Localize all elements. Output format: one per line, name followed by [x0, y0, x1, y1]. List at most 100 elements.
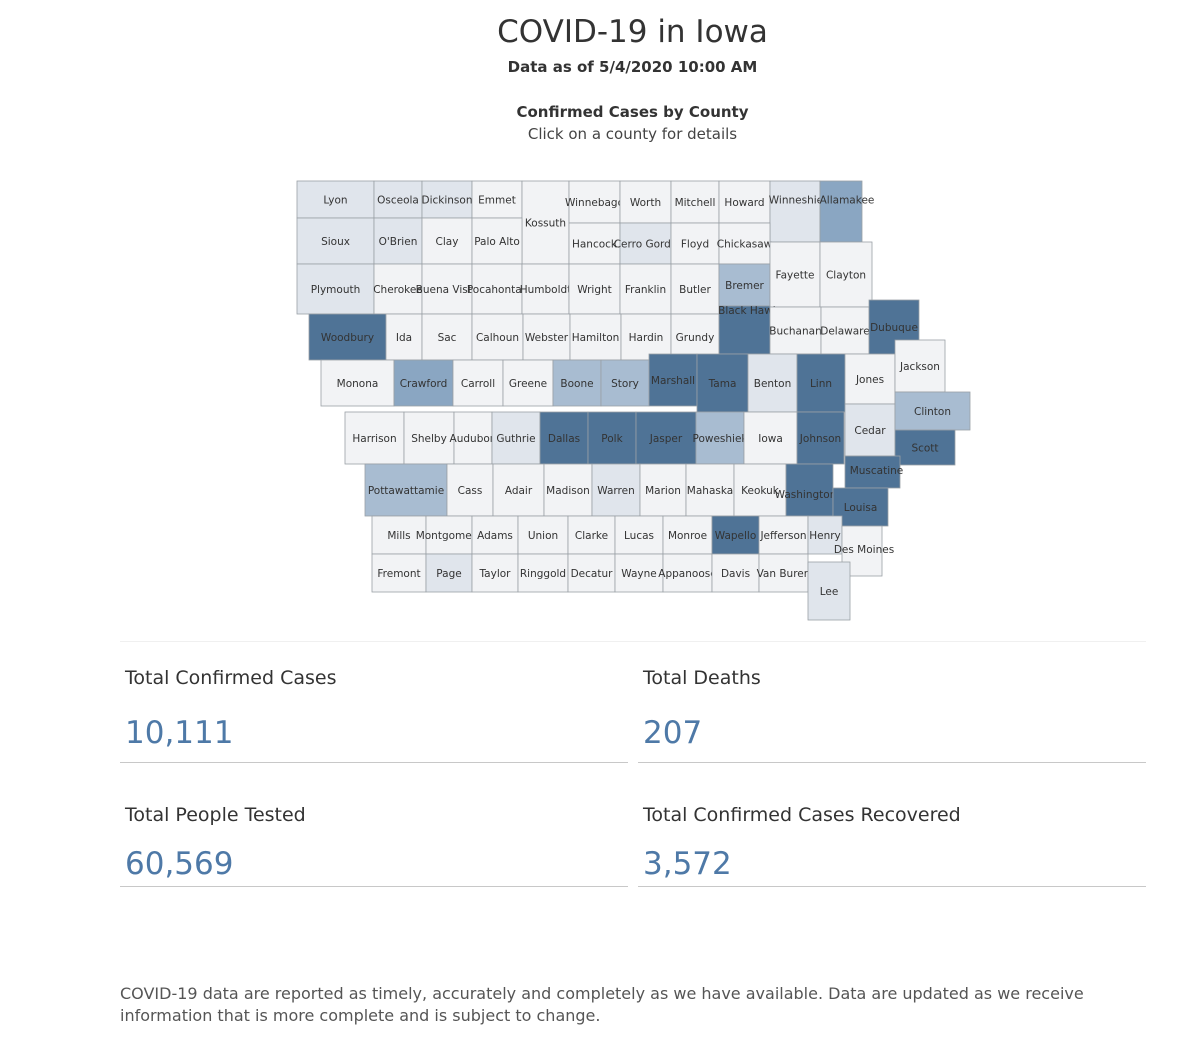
county-clarke[interactable] — [567, 515, 616, 555]
county-hamilton[interactable] — [569, 313, 622, 361]
county-calhoun[interactable] — [471, 313, 524, 361]
county-polk[interactable] — [587, 411, 637, 465]
county-adams[interactable] — [471, 515, 519, 555]
county-jackson[interactable] — [894, 339, 946, 393]
county-marshall[interactable] — [648, 353, 698, 407]
county-kossuth[interactable] — [521, 180, 570, 265]
county-woodbury[interactable] — [308, 313, 387, 361]
county-jones[interactable] — [844, 353, 896, 405]
county-mills[interactable] — [371, 515, 427, 555]
county-story[interactable] — [600, 359, 650, 407]
county-franklin[interactable] — [619, 263, 672, 315]
county-appanoose[interactable] — [662, 553, 713, 593]
county-wright[interactable] — [568, 263, 621, 315]
county-winnebago[interactable] — [568, 180, 621, 224]
county-cerro-gordo[interactable] — [619, 222, 672, 265]
county-grundy[interactable] — [670, 313, 720, 361]
stat-label-tested: Total People Tested — [125, 804, 306, 826]
county-tama[interactable] — [696, 353, 749, 413]
county-jasper[interactable] — [635, 411, 697, 465]
county-muscatine[interactable] — [844, 455, 901, 489]
county-sac[interactable] — [421, 313, 473, 361]
county-boone[interactable] — [552, 359, 602, 407]
county-hardin[interactable] — [620, 313, 672, 361]
county-washington[interactable] — [785, 463, 834, 517]
county-winneshiek[interactable] — [769, 180, 821, 243]
county-lucas[interactable] — [614, 515, 664, 555]
county-pottawattamie[interactable] — [364, 463, 448, 517]
county-warren[interactable] — [591, 463, 641, 517]
county-fayette[interactable] — [769, 241, 821, 308]
county-pocahontas[interactable] — [471, 263, 523, 315]
county-davis[interactable] — [711, 553, 760, 593]
county-sioux[interactable] — [296, 217, 375, 265]
county-harrison[interactable] — [344, 411, 405, 465]
county-linn[interactable] — [796, 353, 846, 413]
county-madison[interactable] — [543, 463, 593, 517]
county-cedar[interactable] — [844, 403, 896, 457]
iowa-county-map[interactable]: Lyon Osceola Dickinson EmmetKossuthWinnebag… — [0, 0, 1200, 640]
county-page[interactable] — [425, 553, 473, 593]
county-scott[interactable] — [894, 429, 956, 466]
county-crawford[interactable] — [393, 359, 454, 407]
county-cherokee[interactable] — [373, 263, 423, 315]
county-iowa[interactable] — [743, 411, 798, 465]
county-plymouth[interactable] — [296, 263, 375, 315]
county-greene[interactable] — [502, 359, 554, 407]
county-monroe[interactable] — [662, 515, 713, 555]
county-henry[interactable] — [807, 515, 843, 555]
county-wayne[interactable] — [614, 553, 664, 593]
county-chickasaw[interactable] — [718, 222, 771, 265]
county-black-hawk[interactable] — [718, 305, 771, 355]
county-taylor[interactable] — [471, 553, 519, 593]
county-fremont[interactable] — [371, 553, 427, 593]
county-webster[interactable] — [522, 313, 571, 361]
county-allamakee[interactable] — [819, 180, 863, 243]
county-johnson[interactable] — [796, 411, 845, 465]
county-keokuk[interactable] — [733, 463, 787, 517]
county-floyd[interactable] — [670, 222, 720, 265]
county-union[interactable] — [517, 515, 569, 555]
county-montgomery[interactable] — [425, 515, 473, 555]
stat-label-deaths: Total Deaths — [643, 667, 761, 689]
county-clayton[interactable] — [819, 241, 873, 308]
county-clinton[interactable] — [894, 391, 971, 431]
county-audubon[interactable] — [453, 411, 493, 465]
county-humboldt[interactable] — [521, 263, 570, 315]
county-guthrie[interactable] — [491, 411, 541, 465]
county-benton[interactable] — [747, 353, 798, 413]
county-o-brien[interactable] — [373, 217, 423, 265]
county-hancock[interactable] — [568, 222, 621, 265]
county-ida[interactable] — [385, 313, 423, 361]
county-adair[interactable] — [492, 463, 545, 517]
county-bremer[interactable] — [718, 263, 771, 307]
county-dickinson[interactable] — [421, 180, 473, 219]
county-lyon[interactable] — [296, 180, 375, 219]
county-carroll[interactable] — [452, 359, 504, 407]
county-ringgold[interactable] — [517, 553, 569, 593]
county-buchanan[interactable] — [769, 306, 822, 355]
county-palo-alto[interactable] — [471, 217, 523, 265]
county-delaware[interactable] — [820, 306, 870, 355]
county-cass[interactable] — [446, 463, 494, 517]
county-lee[interactable] — [807, 561, 851, 621]
county-howard[interactable] — [718, 180, 771, 224]
county-osceola[interactable] — [373, 180, 423, 219]
county-emmet[interactable] — [471, 180, 523, 219]
county-buena-vista[interactable] — [421, 263, 473, 315]
stat-divider — [120, 886, 628, 887]
county-shelby[interactable] — [403, 411, 455, 465]
county-van-buren[interactable] — [758, 553, 809, 593]
county-worth[interactable] — [619, 180, 672, 224]
county-monona[interactable] — [320, 359, 395, 407]
county-mitchell[interactable] — [670, 180, 720, 224]
county-wapello[interactable] — [711, 515, 760, 555]
county-butler[interactable] — [670, 263, 720, 315]
county-mahaska[interactable] — [685, 463, 735, 517]
county-dallas[interactable] — [539, 411, 589, 465]
county-decatur[interactable] — [567, 553, 616, 593]
county-poweshiek[interactable] — [695, 411, 745, 465]
county-clay[interactable] — [421, 217, 473, 265]
county-marion[interactable] — [639, 463, 687, 517]
county-jefferson[interactable] — [758, 515, 809, 555]
